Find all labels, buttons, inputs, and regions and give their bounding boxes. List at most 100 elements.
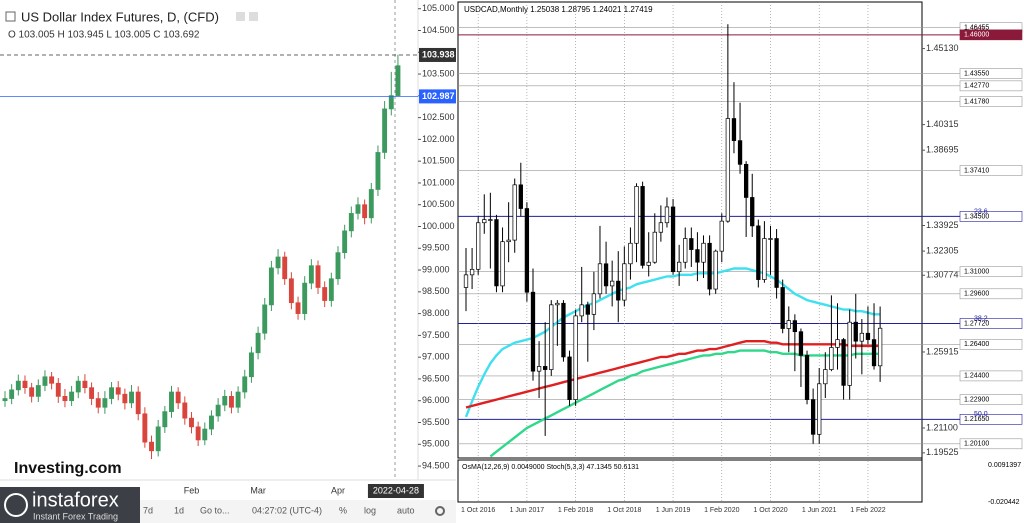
x-tick-label: 2022-04-28 [373, 485, 419, 495]
candle-body [524, 208, 530, 293]
x-tick-label: 1 Oct 2016 [461, 507, 495, 514]
candle-body [743, 163, 749, 198]
menu-icon[interactable] [5, 11, 16, 22]
candle-body [228, 396, 234, 408]
candle-body [792, 320, 798, 333]
x-tick-label: Mar [250, 485, 266, 495]
candle-body [823, 369, 828, 385]
level-label-box [959, 339, 1023, 350]
candle-body [579, 304, 584, 317]
y-tick-label: 102.500 [422, 112, 455, 122]
settings-icon[interactable] [435, 506, 445, 516]
level-label-box [959, 68, 1023, 79]
indicator-label: OsMA(12,26,9) 0.0049000 Stoch(5,3,3) 47.… [462, 464, 639, 471]
y-tick-label: 1.19525 [926, 447, 959, 457]
candle-body [689, 238, 694, 250]
candle-body [610, 280, 615, 287]
y-tick-label: 103.500 [422, 68, 455, 78]
investing-logo: Investing.com [14, 460, 122, 477]
y-tick-label: 102.000 [422, 134, 455, 144]
fib-label: 0.0 [974, 27, 984, 34]
candle-body [591, 293, 597, 315]
x-tick-label: Feb [184, 485, 200, 495]
candle-body [597, 263, 603, 295]
candle-body [22, 380, 28, 389]
level-label: 1.21650 [964, 416, 989, 423]
y-tick-label: 96.500 [422, 373, 450, 383]
candle-body [701, 242, 706, 263]
candle-body [2, 398, 8, 402]
candle-body [585, 304, 590, 315]
level-label-box [959, 80, 1023, 92]
level-label: 1.42770 [964, 83, 989, 90]
candle-body [302, 282, 308, 314]
fib-label: 23.6 [974, 208, 988, 215]
subpanel-tick: -0.020442 [988, 499, 1020, 506]
candle-body [89, 387, 95, 399]
fib-label: 50.0 [974, 411, 988, 418]
y-tick-label: 100.500 [422, 199, 455, 209]
candle-body [774, 238, 779, 288]
level-label: 1.43550 [964, 70, 989, 77]
candle-body [342, 230, 348, 253]
candle-body [222, 396, 228, 406]
candle-body [859, 332, 864, 342]
candle-body [115, 387, 121, 395]
candle-body [695, 249, 700, 263]
overlay-line [465, 340, 881, 409]
candle-body [69, 391, 75, 402]
toolbar-button[interactable]: % [339, 505, 347, 515]
candle-body [95, 398, 101, 408]
overlay-line [489, 349, 881, 458]
icon[interactable] [236, 12, 245, 21]
candle-body [275, 256, 281, 269]
candle-body [209, 415, 214, 430]
candle-body [737, 140, 743, 165]
candle-body [49, 376, 55, 384]
subpanel-tick: 0.0091397 [988, 462, 1021, 469]
candle-body [182, 402, 188, 419]
watermark: instaforex [32, 489, 119, 511]
candle-body [786, 320, 791, 329]
level-label-box [959, 288, 1023, 300]
candle-body [388, 95, 394, 110]
candle-body [162, 411, 168, 428]
candle-body [829, 347, 834, 370]
candle-body [719, 220, 724, 252]
icon[interactable] [249, 12, 258, 21]
candle-body [877, 327, 883, 367]
x-tick-label: 1 Feb 2018 [558, 507, 594, 514]
toolbar-button[interactable]: Go to... [200, 505, 230, 515]
candle-body [315, 265, 321, 288]
candle-body [622, 263, 627, 301]
level-label: 1.20100 [964, 441, 989, 448]
candle-body [798, 331, 804, 356]
candle-body [780, 287, 785, 329]
candle-body [295, 302, 301, 314]
toolbar-button[interactable]: auto [397, 505, 415, 515]
candle-body [129, 391, 134, 404]
candle-body [395, 65, 401, 96]
candle-body [817, 383, 822, 435]
candle-body [62, 396, 68, 402]
candle-body [463, 274, 469, 288]
toolbar-button[interactable]: log [364, 505, 376, 515]
candle-body [135, 391, 141, 415]
y-tick-label: 101.000 [422, 177, 455, 187]
ohlc: O 103.005 H 103.945 L 103.005 C 103.692 [8, 30, 200, 41]
candle-body [368, 189, 374, 219]
watermark-icon [4, 493, 28, 517]
candle-body [348, 213, 354, 232]
toolbar-button[interactable]: 7d [143, 505, 153, 515]
right-subpanel [457, 459, 923, 503]
candle-body [328, 278, 334, 301]
candle-body [189, 417, 194, 428]
level-label-box [959, 211, 1023, 222]
left-panel [0, 0, 456, 523]
candle-body [530, 291, 536, 372]
y-tick-label: 97.000 [422, 352, 450, 362]
candle-body [288, 278, 294, 304]
candle-body [512, 184, 517, 241]
toolbar-button[interactable]: 1d [174, 505, 184, 515]
price-label: 102.987 [422, 91, 455, 101]
